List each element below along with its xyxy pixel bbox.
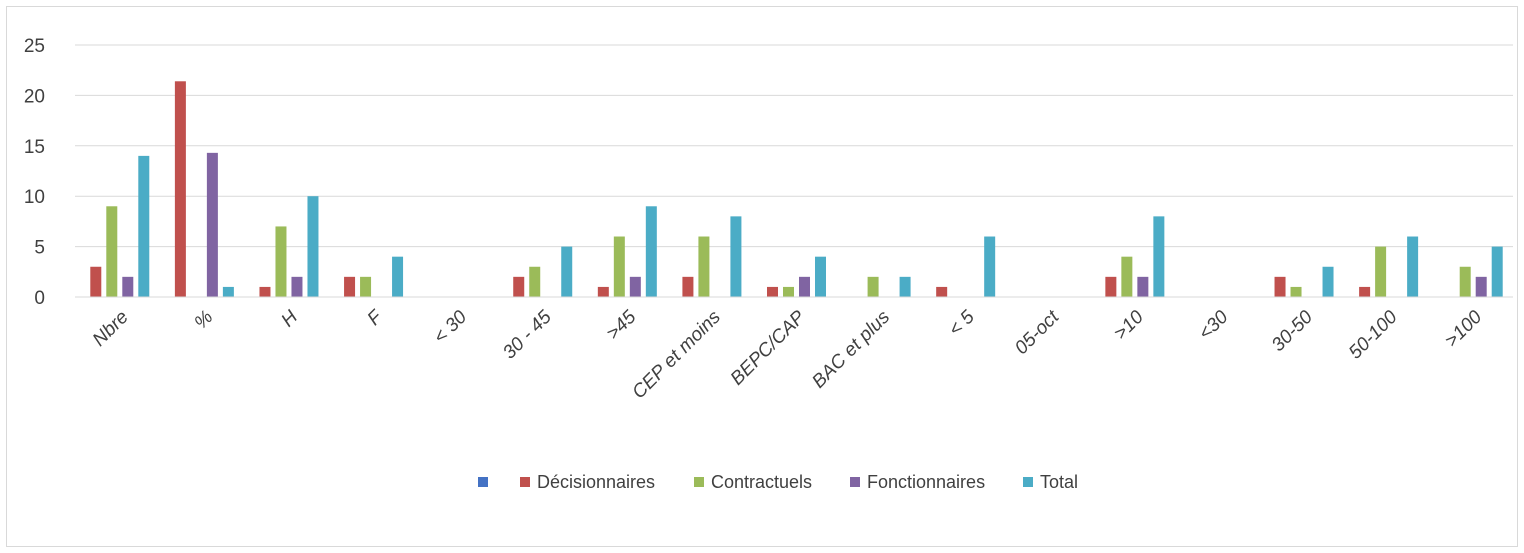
bar bbox=[206, 152, 218, 297]
bar bbox=[1375, 246, 1387, 297]
x-category-label: < 5 bbox=[945, 306, 979, 340]
legend-swatch bbox=[520, 477, 530, 487]
bar bbox=[1359, 286, 1371, 297]
legend: Décisionnaires Contractuels Fonctionnaires… bbox=[478, 472, 1078, 492]
x-category-label: Nbre bbox=[89, 307, 133, 351]
bar bbox=[122, 276, 134, 297]
bar bbox=[307, 196, 319, 297]
bar bbox=[1105, 276, 1117, 297]
x-category-label: 05-oct bbox=[1011, 306, 1064, 359]
bar bbox=[899, 276, 911, 297]
bar bbox=[360, 276, 372, 297]
series-contractuels bbox=[106, 206, 1471, 297]
y-tick-label: 20 bbox=[24, 86, 45, 107]
bar bbox=[984, 236, 996, 297]
legend-item: Contractuels bbox=[694, 472, 812, 492]
bar bbox=[783, 286, 794, 297]
chart-frame bbox=[6, 6, 1518, 547]
x-category-label: < 30 bbox=[430, 306, 472, 348]
bars bbox=[90, 81, 1503, 298]
bar bbox=[344, 276, 356, 297]
bar bbox=[682, 276, 694, 297]
bar bbox=[629, 276, 641, 297]
bar bbox=[106, 206, 118, 297]
bar bbox=[1274, 276, 1286, 297]
legend-item: Décisionnaires bbox=[520, 472, 655, 492]
y-tick-label: 15 bbox=[24, 137, 45, 158]
x-category-label: H bbox=[277, 306, 302, 331]
bar bbox=[1121, 256, 1133, 297]
x-category-label: >100 bbox=[1441, 306, 1486, 351]
y-tick-label: 10 bbox=[24, 187, 45, 208]
x-category-label: F bbox=[364, 306, 388, 330]
bar bbox=[561, 246, 573, 297]
bar bbox=[1459, 266, 1471, 297]
legend-label: Contractuels bbox=[711, 472, 812, 492]
y-axis-tick-labels: 0 5 10 15 20 25 bbox=[24, 36, 45, 309]
bar bbox=[1322, 266, 1334, 297]
bar bbox=[275, 226, 287, 297]
bar bbox=[90, 266, 102, 297]
bar bbox=[259, 286, 271, 297]
bar bbox=[1137, 276, 1149, 297]
legend-swatch bbox=[850, 477, 860, 487]
bar bbox=[513, 276, 525, 297]
series-décisionnaires bbox=[90, 81, 1371, 298]
bar bbox=[1491, 246, 1503, 297]
gridlines bbox=[75, 44, 1513, 248]
x-category-label: <30 bbox=[1195, 306, 1233, 344]
legend-swatch bbox=[694, 477, 704, 487]
legend-swatch bbox=[478, 477, 488, 487]
bar bbox=[291, 276, 303, 297]
bar bbox=[222, 286, 234, 297]
bar bbox=[867, 276, 879, 297]
y-tick-label: 25 bbox=[24, 36, 45, 57]
x-category-label: >10 bbox=[1110, 306, 1148, 344]
x-category-label: 30 - 45 bbox=[499, 306, 556, 363]
x-category-label: >45 bbox=[603, 306, 641, 344]
bar bbox=[1407, 236, 1419, 297]
legend-item: Fonctionnaires bbox=[850, 472, 985, 492]
x-category-label: BAC et plus bbox=[808, 306, 894, 392]
x-category-label: 50-100 bbox=[1345, 306, 1402, 363]
bar bbox=[597, 286, 609, 297]
bar bbox=[1475, 276, 1487, 297]
bar bbox=[138, 155, 150, 297]
bar bbox=[1153, 216, 1165, 297]
x-category-label: % bbox=[191, 307, 218, 334]
bar bbox=[815, 256, 826, 297]
bar bbox=[799, 276, 810, 297]
bar bbox=[698, 236, 710, 297]
legend-label: Fonctionnaires bbox=[867, 472, 985, 492]
x-category-label: CEP et moins bbox=[628, 306, 725, 403]
legend-label: Décisionnaires bbox=[537, 472, 655, 492]
bar bbox=[936, 286, 948, 297]
bar bbox=[767, 286, 778, 297]
y-tick-label: 5 bbox=[34, 238, 45, 259]
bar bbox=[1290, 286, 1302, 297]
legend-label: Total bbox=[1040, 472, 1078, 492]
bar bbox=[730, 216, 742, 297]
legend-item: Total bbox=[1023, 472, 1078, 492]
bar bbox=[392, 256, 404, 297]
x-category-label: BEPC/CAP bbox=[727, 306, 810, 389]
legend-swatch bbox=[1023, 477, 1033, 487]
series-fonctionnaires bbox=[122, 152, 1487, 297]
x-category-label: 30-50 bbox=[1268, 306, 1318, 356]
series-total bbox=[138, 155, 1503, 297]
bar bbox=[613, 236, 625, 297]
bar bbox=[174, 81, 186, 298]
bar bbox=[645, 206, 657, 297]
bar bbox=[529, 266, 541, 297]
legend-item bbox=[478, 477, 488, 487]
y-tick-label: 0 bbox=[34, 288, 45, 309]
